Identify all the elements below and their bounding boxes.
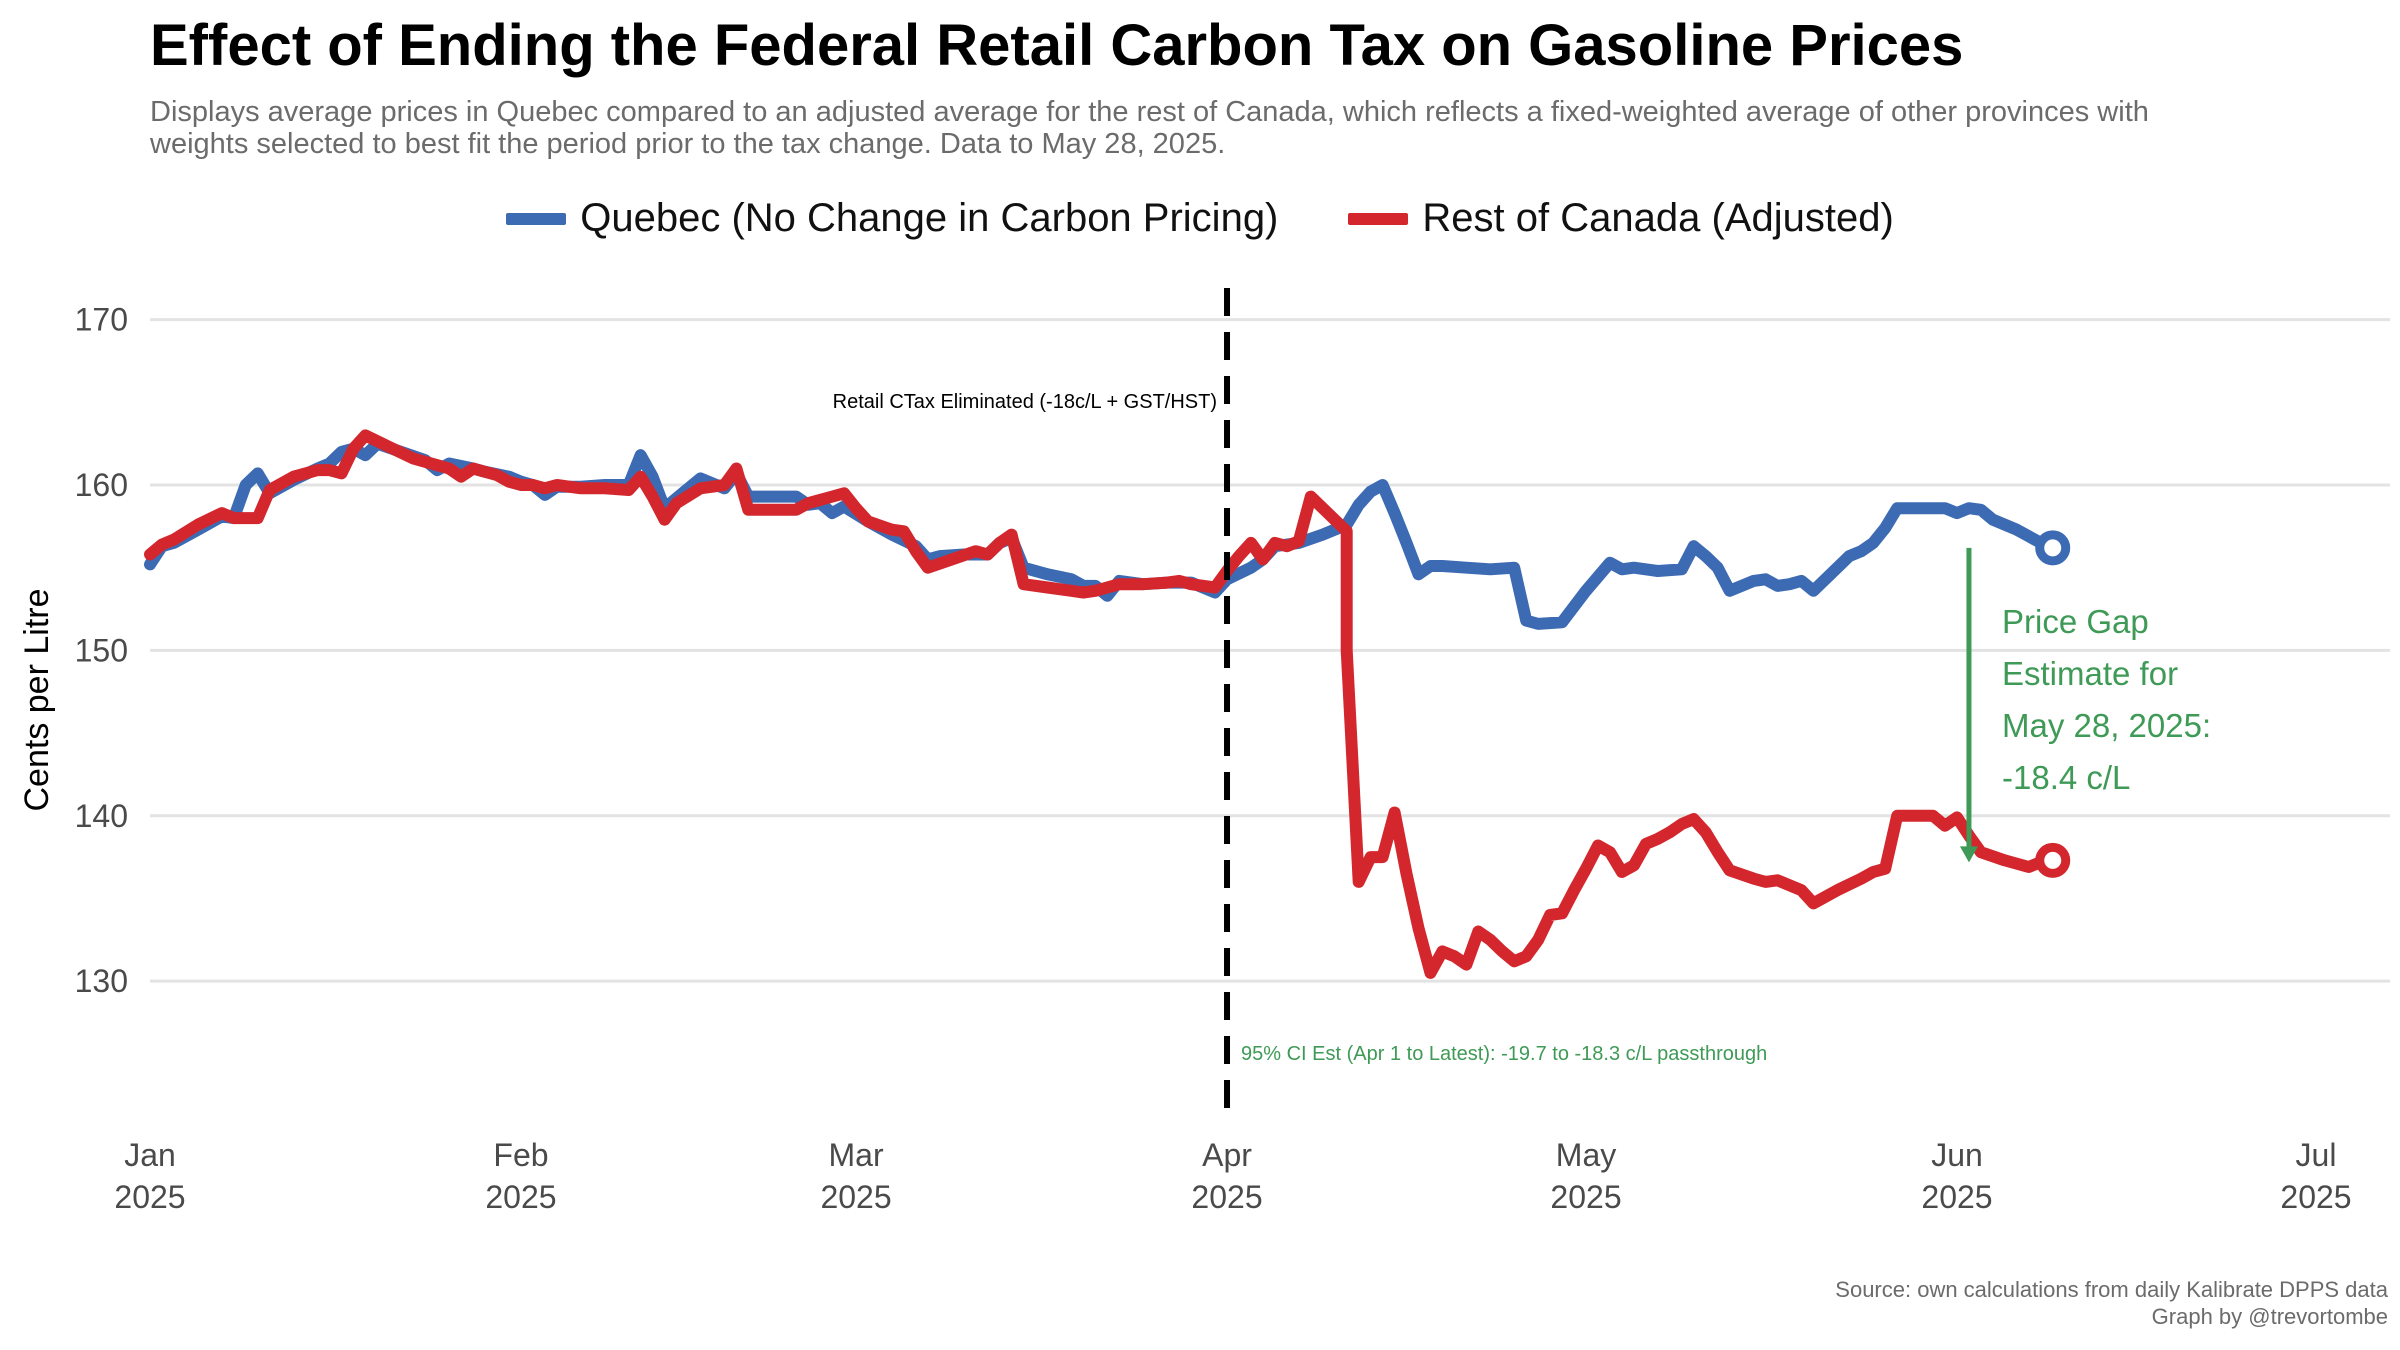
x-tick-0: Jan 2025	[114, 1137, 185, 1215]
y-axis-label: Cents per Litre	[18, 589, 56, 812]
legend: Quebec (No Change in Carbon Pricing) Res…	[0, 196, 2400, 241]
x-tick-labels: Jan 2025 Feb 2025 Mar 2025 Apr 2025 May 2025 Jun 20…	[114, 1137, 2351, 1215]
legend-label-rest: Rest of Canada (Adjusted)	[1422, 196, 1894, 240]
end-marker-0	[2035, 530, 2071, 566]
x-tick-month: Mar	[828, 1137, 883, 1173]
y-tick-170: 170	[75, 302, 128, 338]
x-tick-year: 2025	[2280, 1179, 2351, 1215]
y-tick-150: 150	[75, 632, 128, 668]
legend-item-quebec: Quebec (No Change in Carbon Pricing)	[506, 196, 1278, 241]
chart-subtitle: Displays average prices in Quebec compar…	[150, 96, 2149, 161]
x-tick-year: 2025	[485, 1179, 556, 1215]
gap-line-4: -18.4 c/L	[2002, 759, 2131, 796]
gap-line-2: Estimate for	[2002, 655, 2179, 692]
credit-note: Graph by @trevortombe	[2151, 1304, 2388, 1329]
legend-label-quebec: Quebec (No Change in Carbon Pricing)	[580, 196, 1279, 240]
x-tick-month: May	[1556, 1137, 1616, 1173]
end-marker-1	[2035, 842, 2071, 878]
gap-arrow	[1959, 547, 1978, 863]
x-tick-month: Jun	[1931, 1137, 1983, 1173]
ci-annotation: 95% CI Est (Apr 1 to Latest): -19.7 to -…	[1241, 1043, 1767, 1065]
x-tick-3: Apr 2025	[1191, 1137, 1262, 1215]
tax-event-annotation: Retail CTax Eliminated (-18c/L + GST/HST…	[833, 391, 1217, 413]
x-tick-6: Jul 2025	[2280, 1137, 2351, 1215]
gap-annotation: Price Gap Estimate for May 28, 2025: -18…	[2002, 596, 2262, 804]
x-tick-month: Jan	[124, 1137, 176, 1173]
y-tick-labels: 130 140 150 160 170	[75, 302, 128, 1000]
x-tick-1: Feb 2025	[485, 1137, 556, 1215]
gap-line-1: Price Gap	[2002, 603, 2149, 640]
legend-item-rest: Rest of Canada (Adjusted)	[1348, 196, 1894, 241]
x-tick-year: 2025	[1550, 1179, 1621, 1215]
legend-swatch-quebec	[506, 212, 567, 225]
x-tick-year: 2025	[820, 1179, 891, 1215]
y-tick-160: 160	[75, 467, 128, 503]
x-tick-4: May 2025	[1550, 1137, 1621, 1215]
x-tick-month: Jul	[2296, 1137, 2337, 1173]
source-note: Source: own calculations from daily Kali…	[1835, 1277, 2388, 1302]
legend-swatch-rest	[1348, 212, 1409, 225]
y-tick-140: 140	[75, 798, 128, 834]
gap-arrow-head	[1959, 846, 1978, 863]
caption: Source: own calculations from daily Kali…	[1835, 1276, 2388, 1330]
gap-line-3: May 28, 2025:	[2002, 707, 2212, 744]
chart-title: Effect of Ending the Federal Retail Carb…	[150, 13, 1964, 78]
x-tick-2: Mar 2025	[820, 1137, 891, 1215]
x-tick-month: Apr	[1202, 1137, 1252, 1173]
y-tick-130: 130	[75, 963, 128, 999]
x-tick-year: 2025	[114, 1179, 185, 1215]
x-tick-month: Feb	[493, 1137, 548, 1173]
series-line-1	[144, 429, 2059, 979]
x-tick-5: Jun 2025	[1921, 1137, 1992, 1215]
x-tick-year: 2025	[1921, 1179, 1992, 1215]
series-lines	[144, 429, 2059, 979]
x-tick-year: 2025	[1191, 1179, 1262, 1215]
end-markers	[2035, 530, 2071, 878]
